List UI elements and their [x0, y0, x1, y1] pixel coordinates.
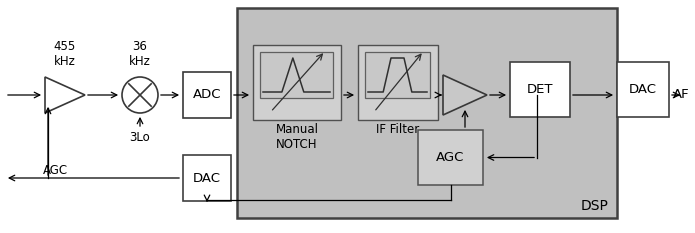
Text: AGC: AGC [436, 151, 465, 164]
Text: DSP: DSP [581, 199, 609, 213]
Bar [510, 62, 570, 117]
Bar [418, 130, 483, 185]
Bar [237, 8, 617, 218]
Text: ADC: ADC [193, 89, 221, 102]
Circle shape [122, 77, 158, 113]
Text: 3Lo: 3Lo [130, 131, 150, 144]
Bar [358, 45, 438, 120]
Text: 36
kHz: 36 kHz [129, 40, 151, 68]
Text: AGC: AGC [42, 164, 67, 177]
Bar [253, 45, 341, 120]
Bar [365, 52, 430, 98]
Polygon shape [443, 75, 487, 115]
Bar [183, 72, 231, 118]
Text: 455
kHz: 455 kHz [54, 40, 76, 68]
Text: DAC: DAC [193, 171, 221, 185]
Text: AF: AF [673, 89, 690, 102]
Bar [617, 62, 669, 117]
Text: IF Filter: IF Filter [377, 123, 420, 136]
Text: DET: DET [527, 83, 553, 96]
Polygon shape [45, 77, 85, 113]
Text: Manual
NOTCH: Manual NOTCH [275, 123, 318, 151]
Bar [183, 155, 231, 201]
Bar [260, 52, 333, 98]
Text: DAC: DAC [629, 83, 657, 96]
